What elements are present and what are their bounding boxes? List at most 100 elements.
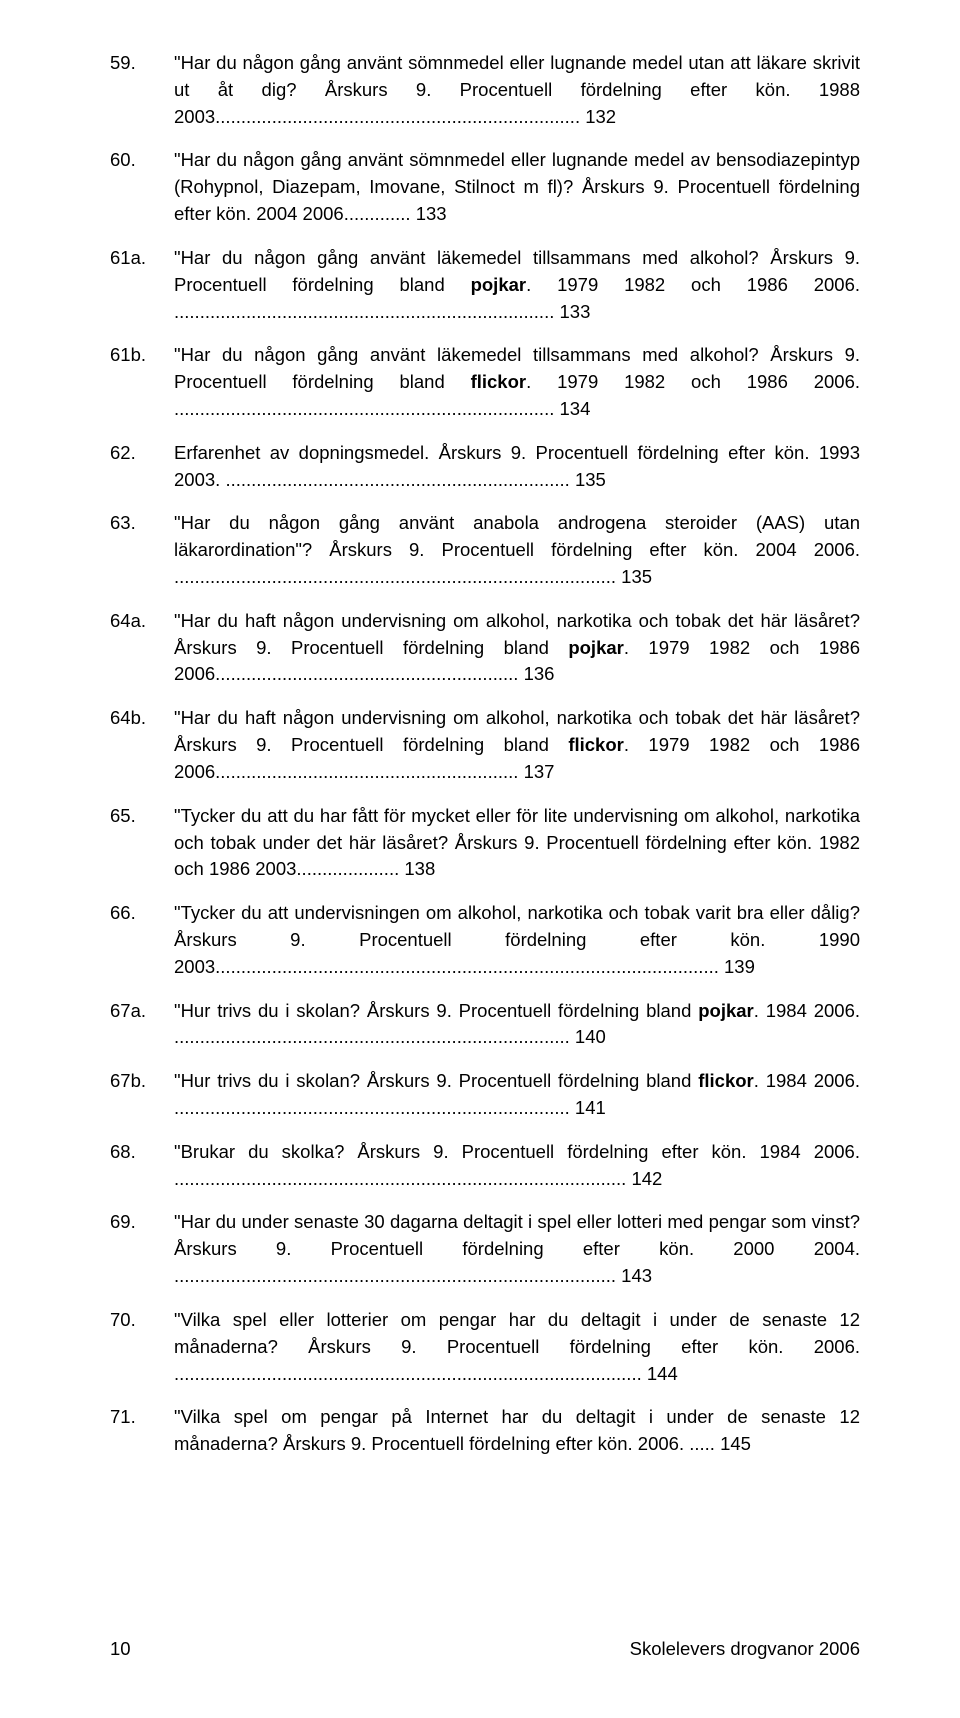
- toc-page-number: 143: [621, 1265, 652, 1286]
- toc-dots: ........................................…: [220, 106, 580, 127]
- toc-entry-number: 67b.: [110, 1068, 174, 1122]
- toc-dots: ........................................…: [225, 469, 569, 490]
- toc-entry-text: "Har du haft någon undervisning om alkoh…: [174, 608, 860, 688]
- toc-page-number: 133: [416, 203, 447, 224]
- toc-entry-text: "Hur trivs du i skolan? Årskurs 9. Proce…: [174, 998, 860, 1052]
- toc-leader: ........................................…: [220, 761, 554, 782]
- toc-entry: 70."Vilka spel eller lotterier om pengar…: [110, 1307, 860, 1387]
- toc-entry-number: 65.: [110, 803, 174, 883]
- toc-entry: 60."Har du någon gång använt sömnmedel e…: [110, 147, 860, 227]
- toc-entry: 61b."Har du någon gång använt läkemedel …: [110, 342, 860, 422]
- toc-entry-text: "Har du under senaste 30 dagarna deltagi…: [174, 1209, 860, 1289]
- toc-dots: ........................................…: [174, 1168, 626, 1189]
- toc-text-bold: pojkar: [471, 274, 527, 295]
- toc-dots: ........................................…: [215, 956, 719, 977]
- toc-entry-text: "Har du någon gång använt sömnmedel elle…: [174, 50, 860, 130]
- toc-entry-number: 60.: [110, 147, 174, 227]
- toc-entry-text: Erfarenhet av dopningsmedel. Årskurs 9. …: [174, 440, 860, 494]
- toc-text-bold: pojkar: [568, 637, 624, 658]
- toc-page-number: 134: [560, 398, 591, 419]
- toc-entry: 66."Tycker du att undervisningen om alko…: [110, 900, 860, 980]
- toc-entry-number: 59.: [110, 50, 174, 130]
- toc-dots: ........................................…: [220, 761, 518, 782]
- toc-entry: 71."Vilka spel om pengar på Internet har…: [110, 1404, 860, 1458]
- toc-text-bold: flickor: [698, 1070, 754, 1091]
- toc-entry-text: "Har du någon gång använt anabola androg…: [174, 510, 860, 590]
- toc-entry-number: 70.: [110, 1307, 174, 1387]
- toc-text-segment: "Har du under senaste 30 dagarna deltagi…: [174, 1211, 860, 1259]
- toc-leader: ........................................…: [174, 1168, 662, 1189]
- toc-text-segment: "Har du någon gång använt anabola androg…: [174, 512, 860, 560]
- toc-leader: .................... 138: [296, 858, 435, 879]
- toc-entry: 62.Erfarenhet av dopningsmedel. Årskurs …: [110, 440, 860, 494]
- toc-entry-text: "Har du någon gång använt läkemedel till…: [174, 342, 860, 422]
- toc-page-number: 135: [621, 566, 652, 587]
- toc-page-number: 133: [560, 301, 591, 322]
- toc-entry: 68."Brukar du skolka? Årskurs 9. Procent…: [110, 1139, 860, 1193]
- toc-entry-text: "Vilka spel om pengar på Internet har du…: [174, 1404, 860, 1458]
- toc-entry-number: 68.: [110, 1139, 174, 1193]
- toc-dots: ........................................…: [220, 663, 518, 684]
- toc-entry-number: 63.: [110, 510, 174, 590]
- toc-entry: 65."Tycker du att du har fått för mycket…: [110, 803, 860, 883]
- toc-entry-text: "Har du någon gång använt läkemedel till…: [174, 245, 860, 325]
- toc-leader: ............ 133: [349, 203, 447, 224]
- toc-page-number: 144: [647, 1363, 678, 1384]
- toc-entry-number: 71.: [110, 1404, 174, 1458]
- toc-entry: 61a."Har du någon gång använt läkemedel …: [110, 245, 860, 325]
- toc-page-number: 135: [575, 469, 606, 490]
- toc-entry-number: 69.: [110, 1209, 174, 1289]
- toc-dots: ............: [349, 203, 411, 224]
- toc-page-number: 138: [404, 858, 435, 879]
- toc-entry-text: "Vilka spel eller lotterier om pengar ha…: [174, 1307, 860, 1387]
- toc-leader: ........................................…: [174, 1026, 606, 1047]
- toc-dots: ....................: [296, 858, 399, 879]
- toc-page-number: 132: [585, 106, 616, 127]
- toc-entry-number: 62.: [110, 440, 174, 494]
- toc-entry-text: "Tycker du att du har fått för mycket el…: [174, 803, 860, 883]
- toc-leader: ........................................…: [174, 398, 590, 419]
- toc-entry: 63."Har du någon gång använt anabola and…: [110, 510, 860, 590]
- toc-entry: 64b."Har du haft någon undervisning om a…: [110, 705, 860, 785]
- toc-page-number: 139: [724, 956, 755, 977]
- toc-dots: ........................................…: [174, 1265, 616, 1286]
- toc-leader: ..... 145: [689, 1433, 751, 1454]
- toc-text-segment: . 1979 1982 och 1986 2006.: [526, 274, 860, 295]
- toc-text-segment: "Hur trivs du i skolan? Årskurs 9. Proce…: [174, 1070, 698, 1091]
- toc-entry-text: "Tycker du att undervisningen om alkohol…: [174, 900, 860, 980]
- toc-text-segment: "Hur trivs du i skolan? Årskurs 9. Proce…: [174, 1000, 698, 1021]
- toc-entry-number: 64a.: [110, 608, 174, 688]
- toc-entry: 67b."Hur trivs du i skolan? Årskurs 9. P…: [110, 1068, 860, 1122]
- toc-page-number: 136: [524, 663, 555, 684]
- toc-text-bold: pojkar: [698, 1000, 754, 1021]
- toc-text-bold: flickor: [471, 371, 527, 392]
- toc-leader: ........................................…: [174, 566, 652, 587]
- toc-page-number: 140: [575, 1026, 606, 1047]
- toc-leader: ........................................…: [174, 301, 590, 322]
- toc-entry-number: 61a.: [110, 245, 174, 325]
- toc-leader: ........................................…: [215, 956, 755, 977]
- toc-page-number: 137: [524, 761, 555, 782]
- toc-text-segment: "Brukar du skolka? Årskurs 9. Procentuel…: [174, 1141, 860, 1162]
- toc-text-segment: "Tycker du att du har fått för mycket el…: [174, 805, 860, 880]
- toc-entry: 59."Har du någon gång använt sömnmedel e…: [110, 50, 860, 130]
- toc-dots: ........................................…: [174, 301, 554, 322]
- toc-text-segment: "Har du någon gång använt sömnmedel elle…: [174, 149, 860, 224]
- toc-dots: ........................................…: [174, 1097, 570, 1118]
- toc-entry-text: "Har du någon gång använt sömnmedel elle…: [174, 147, 860, 227]
- toc-entry-number: 66.: [110, 900, 174, 980]
- toc-text-segment: . 1984 2006.: [754, 1070, 860, 1091]
- toc-text-segment: . 1979 1982 och 1986 2006.: [526, 371, 860, 392]
- toc-leader: ........................................…: [174, 1363, 678, 1384]
- toc-leader: ........................................…: [220, 106, 616, 127]
- toc-dots: .....: [689, 1433, 715, 1454]
- toc-text-segment: "Vilka spel eller lotterier om pengar ha…: [174, 1309, 860, 1357]
- toc-leader: ........................................…: [225, 469, 605, 490]
- toc-entry: 64a."Har du haft någon undervisning om a…: [110, 608, 860, 688]
- toc-text-segment: . 1984 2006.: [754, 1000, 860, 1021]
- toc-entry-number: 64b.: [110, 705, 174, 785]
- page-footer: 10 Skolelevers drogvanor 2006: [110, 1638, 860, 1660]
- toc-dots: ........................................…: [174, 1363, 642, 1384]
- toc-dots: ........................................…: [174, 1026, 570, 1047]
- toc-entry-number: 67a.: [110, 998, 174, 1052]
